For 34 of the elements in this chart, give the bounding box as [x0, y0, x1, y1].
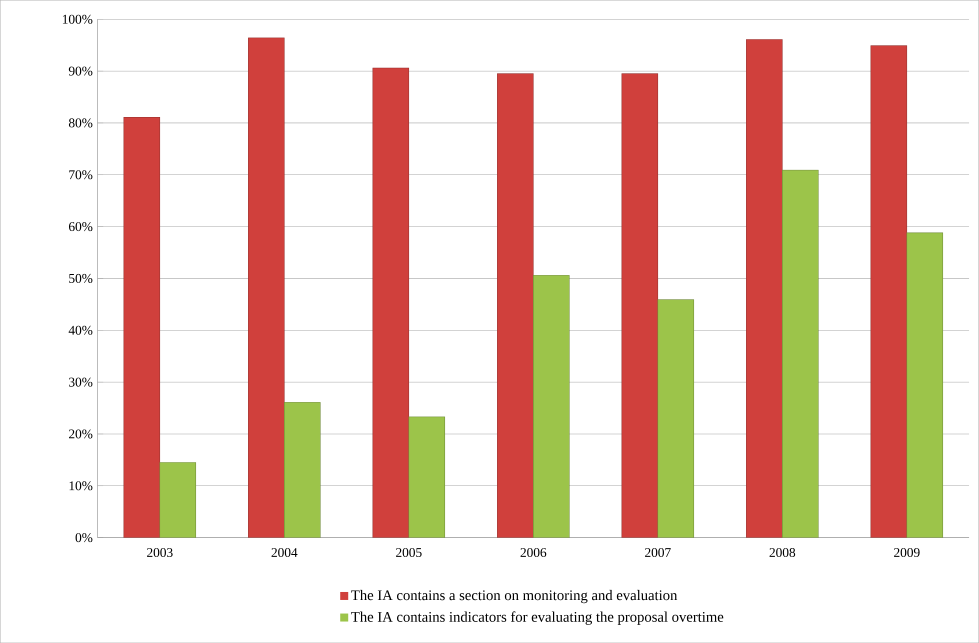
x-tick-label: 2005 [396, 548, 422, 557]
y-tick-label: 50% [69, 274, 92, 283]
bar [160, 462, 196, 538]
x-tick-label: 2009 [894, 548, 920, 557]
bar [408, 416, 446, 538]
bar [870, 45, 908, 538]
y-tick-label: 80% [68, 118, 92, 128]
bar [622, 73, 658, 538]
y-tick-label: 30% [69, 378, 92, 387]
x-tick-label: 2004 [272, 548, 298, 557]
bar [284, 402, 321, 538]
y-tick-label: 40% [68, 326, 92, 335]
y-tick-label: 20% [69, 429, 92, 438]
bar [658, 299, 694, 538]
x-tick-label: 2006 [520, 548, 546, 557]
x-tick-label: 2003 [147, 548, 173, 557]
bar [372, 68, 410, 538]
bar [533, 274, 570, 538]
y-tick-label: 90% [68, 66, 92, 76]
y-tick-label: 100% [62, 14, 92, 24]
legend-label: The IA contains indicators for evaluating the proposal overtime [351, 611, 724, 625]
bar [906, 232, 944, 538]
bar [746, 39, 783, 538]
x-tick-label: 2008 [770, 548, 796, 557]
y-tick-label: 60% [68, 222, 92, 232]
bar [497, 73, 534, 538]
bar [782, 170, 819, 538]
y-tick-label: 10% [70, 481, 92, 490]
x-tick-label: 2007 [645, 548, 671, 557]
bar [124, 116, 160, 538]
bar [248, 38, 285, 538]
legend-label: The IA contains a section on monitoring and evaluation [351, 590, 678, 604]
y-tick-label: 70% [69, 170, 92, 180]
y-tick-label: 0% [76, 533, 92, 542]
